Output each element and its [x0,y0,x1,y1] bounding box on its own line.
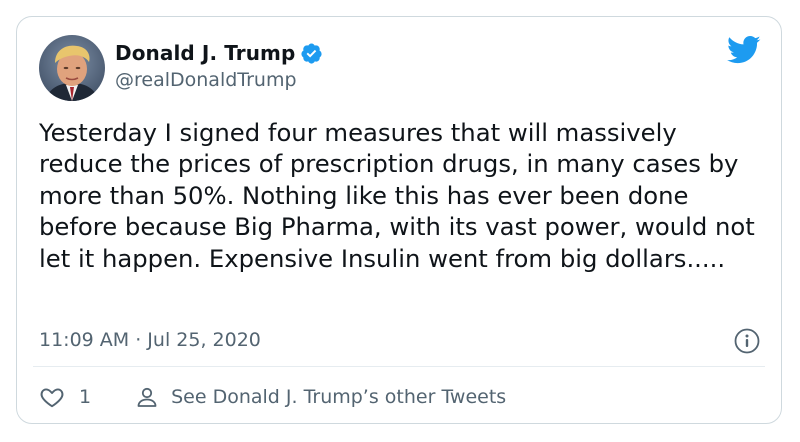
tweet-timestamp[interactable]: 11:09 AM · Jul 25, 2020 [39,329,261,351]
divider [33,366,765,367]
author-display-name[interactable]: Donald J. Trump [115,41,296,65]
info-icon[interactable] [733,327,761,355]
tweet-card[interactable]: Donald J. Trump @realDonaldTrump Yesterd… [16,16,782,424]
heart-icon [40,388,64,408]
twitter-bird-icon[interactable] [727,35,761,65]
user-icon [137,387,157,407]
avatar[interactable] [39,35,105,101]
tweet-text: Yesterday I signed four measures that wi… [39,118,755,273]
verified-badge-icon [300,42,323,65]
see-other-tweets-label: See Donald J. Trump’s other Tweets [171,386,507,408]
like-count: 1 [79,386,92,408]
like-button[interactable]: 1 [39,384,91,410]
avatar-image [39,35,105,101]
tweet-actions: 1 See Donald J. Trump’s other Tweets [39,379,506,415]
see-other-tweets-link[interactable]: See Donald J. Trump’s other Tweets [135,385,506,409]
author-handle[interactable]: @realDonaldTrump [115,69,297,91]
author-name-row[interactable]: Donald J. Trump [115,39,323,67]
